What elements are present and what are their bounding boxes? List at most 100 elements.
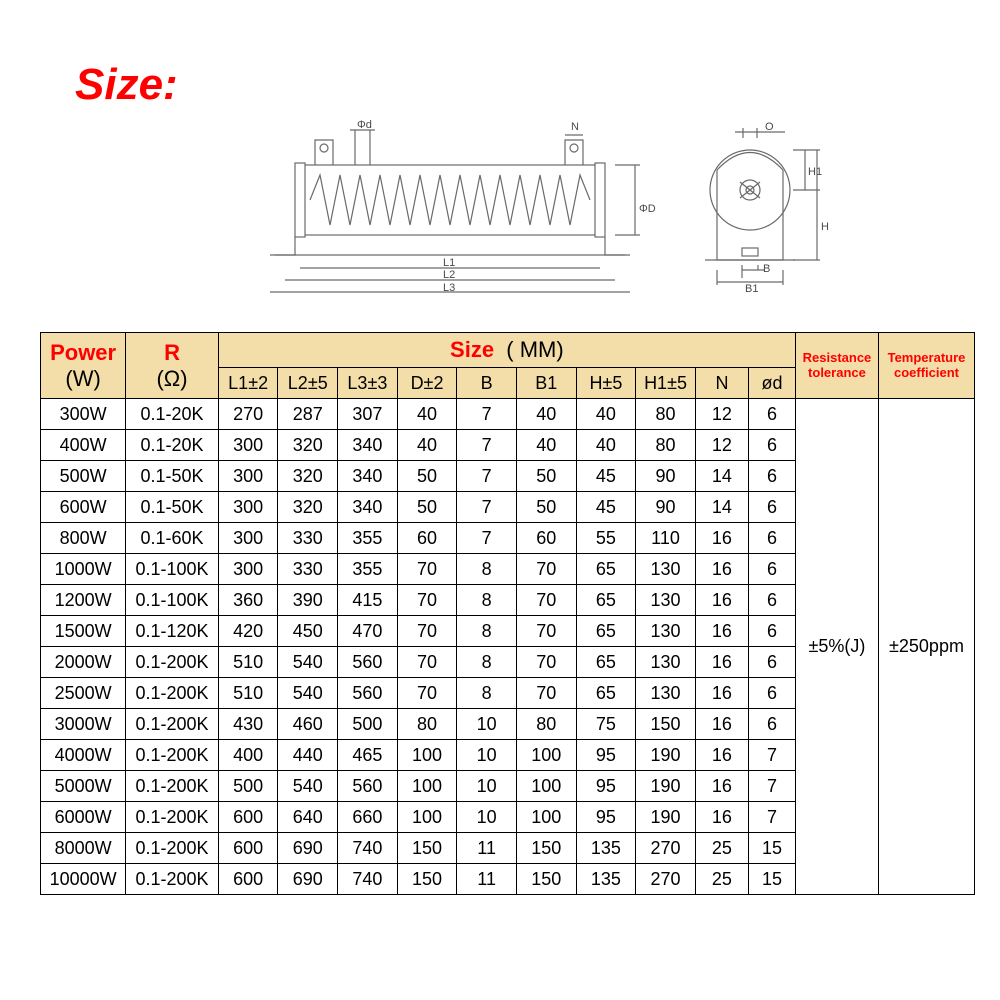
size-table: Power (W) R (Ω) Size ( MM) Resistance to… (40, 332, 975, 895)
label-l3: L3 (443, 282, 455, 294)
cell-b: 7 (457, 461, 517, 492)
cell-l2: 540 (278, 647, 338, 678)
cell-h: 75 (576, 709, 636, 740)
cell-l2: 320 (278, 461, 338, 492)
cell-pd: 6 (749, 678, 796, 709)
hdr-l1: L1±2 (218, 368, 278, 399)
cell-l2: 640 (278, 802, 338, 833)
cell-n: 16 (695, 802, 748, 833)
cell-h: 45 (576, 492, 636, 523)
cell-h: 95 (576, 771, 636, 802)
cell-l1: 600 (218, 833, 278, 864)
cell-b1: 70 (516, 678, 576, 709)
cell-d: 70 (397, 647, 457, 678)
cell-l1: 510 (218, 678, 278, 709)
cell-n: 16 (695, 523, 748, 554)
cell-l3: 307 (338, 399, 398, 430)
cell-b: 7 (457, 430, 517, 461)
cell-l2: 540 (278, 678, 338, 709)
cell-d: 60 (397, 523, 457, 554)
cell-p: 10000W (41, 864, 126, 895)
cell-l1: 300 (218, 461, 278, 492)
label-n: N (571, 121, 579, 133)
cell-pd: 15 (749, 864, 796, 895)
hdr-size: Size ( MM) (218, 333, 795, 368)
cell-h1: 270 (636, 833, 696, 864)
cell-h1: 190 (636, 771, 696, 802)
cell-d: 40 (397, 430, 457, 461)
cell-h1: 270 (636, 864, 696, 895)
hdr-tempco: Temperature coefficient (878, 333, 974, 399)
cell-p: 1500W (41, 616, 126, 647)
cell-h: 135 (576, 833, 636, 864)
cell-pd: 7 (749, 740, 796, 771)
cell-b1: 100 (516, 771, 576, 802)
cell-n: 25 (695, 864, 748, 895)
hdr-b: B (457, 368, 517, 399)
cell-p: 1200W (41, 585, 126, 616)
cell-h1: 130 (636, 678, 696, 709)
cell-b: 7 (457, 523, 517, 554)
cell-b: 8 (457, 647, 517, 678)
cell-n: 16 (695, 585, 748, 616)
cell-l2: 320 (278, 492, 338, 523)
cell-h1: 130 (636, 585, 696, 616)
cell-p: 400W (41, 430, 126, 461)
cell-h: 95 (576, 740, 636, 771)
cell-n: 14 (695, 461, 748, 492)
cell-pd: 6 (749, 399, 796, 430)
cell-l1: 270 (218, 399, 278, 430)
cell-r: 0.1-50K (126, 461, 219, 492)
cell-l1: 500 (218, 771, 278, 802)
cell-d: 150 (397, 864, 457, 895)
cell-pd: 6 (749, 430, 796, 461)
cell-r: 0.1-200K (126, 771, 219, 802)
cell-b: 10 (457, 802, 517, 833)
cell-d: 70 (397, 678, 457, 709)
cell-pd: 6 (749, 461, 796, 492)
cell-b: 8 (457, 616, 517, 647)
cell-d: 100 (397, 771, 457, 802)
cell-l1: 510 (218, 647, 278, 678)
cell-p: 8000W (41, 833, 126, 864)
cell-b1: 50 (516, 461, 576, 492)
cell-d: 100 (397, 740, 457, 771)
cell-l2: 540 (278, 771, 338, 802)
cell-l2: 460 (278, 709, 338, 740)
cell-n: 14 (695, 492, 748, 523)
cell-l3: 355 (338, 554, 398, 585)
label-b1: B1 (745, 283, 758, 295)
cell-n: 16 (695, 678, 748, 709)
cell-l3: 340 (338, 430, 398, 461)
cell-n: 16 (695, 771, 748, 802)
cell-d: 70 (397, 585, 457, 616)
cell-b1: 80 (516, 709, 576, 740)
cell-b1: 40 (516, 399, 576, 430)
cell-h1: 130 (636, 554, 696, 585)
cell-l3: 740 (338, 864, 398, 895)
cell-p: 2500W (41, 678, 126, 709)
cell-r: 0.1-200K (126, 678, 219, 709)
cell-l1: 300 (218, 492, 278, 523)
cell-d: 40 (397, 399, 457, 430)
cell-h: 65 (576, 678, 636, 709)
table-row: 300W0.1-20K270287307407404080126±5%(J)±2… (41, 399, 975, 430)
hdr-tol: Resistance tolerance (795, 333, 878, 399)
cell-r: 0.1-100K (126, 585, 219, 616)
cell-n: 16 (695, 554, 748, 585)
cell-r: 0.1-200K (126, 740, 219, 771)
cell-b1: 50 (516, 492, 576, 523)
hdr-l2: L2±5 (278, 368, 338, 399)
cell-pd: 6 (749, 616, 796, 647)
cell-n: 16 (695, 740, 748, 771)
cell-l1: 600 (218, 864, 278, 895)
cell-h: 45 (576, 461, 636, 492)
cell-l3: 355 (338, 523, 398, 554)
cell-l3: 500 (338, 709, 398, 740)
cell-r: 0.1-200K (126, 833, 219, 864)
hdr-power: Power (W) (41, 333, 126, 399)
hdr-n: N (695, 368, 748, 399)
cell-h1: 80 (636, 430, 696, 461)
cell-p: 300W (41, 399, 126, 430)
cell-r: 0.1-60K (126, 523, 219, 554)
